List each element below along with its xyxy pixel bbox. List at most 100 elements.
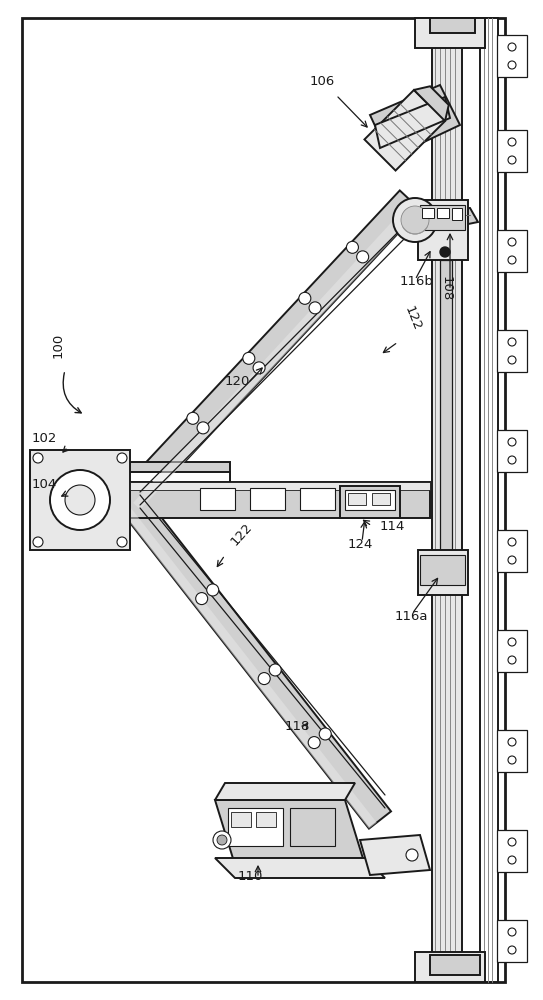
Circle shape <box>217 835 227 845</box>
Polygon shape <box>130 482 430 490</box>
Polygon shape <box>370 85 460 158</box>
Bar <box>340 486 400 518</box>
Bar <box>30 462 230 480</box>
Circle shape <box>508 756 516 764</box>
Bar <box>497 530 527 572</box>
Circle shape <box>33 537 43 547</box>
Circle shape <box>117 453 127 463</box>
Circle shape <box>508 538 516 546</box>
Bar <box>30 450 130 550</box>
Bar <box>497 920 527 962</box>
Circle shape <box>393 198 437 242</box>
Circle shape <box>508 946 516 954</box>
Circle shape <box>213 831 231 849</box>
Text: 102: 102 <box>32 432 58 445</box>
Circle shape <box>508 338 516 346</box>
Bar <box>415 18 485 48</box>
Bar <box>497 130 527 172</box>
Circle shape <box>308 737 320 749</box>
Polygon shape <box>215 783 355 800</box>
Circle shape <box>65 485 95 515</box>
Bar <box>420 555 465 585</box>
Circle shape <box>508 256 516 264</box>
Circle shape <box>357 251 369 263</box>
Text: 104: 104 <box>32 478 57 491</box>
Circle shape <box>508 928 516 936</box>
Bar <box>200 488 235 510</box>
Circle shape <box>33 453 43 463</box>
Bar <box>420 205 465 230</box>
Circle shape <box>508 638 516 646</box>
Text: 116b: 116b <box>400 275 434 288</box>
Circle shape <box>346 241 358 253</box>
Bar <box>440 260 452 555</box>
Bar <box>300 488 335 510</box>
Bar <box>497 230 527 272</box>
Bar <box>418 550 468 595</box>
Circle shape <box>299 292 311 304</box>
Text: 122: 122 <box>228 520 255 548</box>
Circle shape <box>508 238 516 246</box>
Polygon shape <box>119 503 377 829</box>
Bar <box>345 490 395 510</box>
Bar <box>497 730 527 772</box>
Circle shape <box>207 584 219 596</box>
Polygon shape <box>119 491 391 829</box>
Circle shape <box>508 456 516 464</box>
Bar <box>497 630 527 672</box>
Bar <box>30 472 230 490</box>
Polygon shape <box>360 835 430 875</box>
Circle shape <box>197 422 209 434</box>
Bar <box>497 430 527 472</box>
Circle shape <box>508 43 516 51</box>
Polygon shape <box>375 97 450 148</box>
Bar <box>480 18 498 982</box>
Bar <box>432 18 462 982</box>
Text: 106: 106 <box>310 75 335 88</box>
Text: 118: 118 <box>285 720 311 733</box>
Polygon shape <box>415 208 478 235</box>
Text: 122: 122 <box>402 304 424 333</box>
Circle shape <box>508 156 516 164</box>
Text: 100: 100 <box>52 333 65 358</box>
Circle shape <box>243 352 255 364</box>
Bar <box>497 330 527 372</box>
Circle shape <box>117 537 127 547</box>
Bar <box>290 808 335 846</box>
Circle shape <box>440 247 450 257</box>
Text: 120: 120 <box>225 375 250 388</box>
Bar <box>497 35 527 77</box>
Polygon shape <box>215 800 365 865</box>
Bar <box>415 952 485 982</box>
Polygon shape <box>130 482 430 518</box>
Bar <box>430 955 480 975</box>
Circle shape <box>406 849 418 861</box>
Bar <box>256 812 276 827</box>
Circle shape <box>508 556 516 564</box>
Circle shape <box>269 664 281 676</box>
Circle shape <box>508 138 516 146</box>
Bar <box>437 208 449 218</box>
Text: 124: 124 <box>348 538 374 551</box>
Circle shape <box>508 356 516 364</box>
Circle shape <box>253 362 265 374</box>
Circle shape <box>258 673 270 685</box>
Bar <box>418 200 468 260</box>
Bar <box>22 18 505 982</box>
Text: 114: 114 <box>380 520 406 533</box>
Polygon shape <box>364 90 445 171</box>
Text: 108: 108 <box>440 276 453 301</box>
Circle shape <box>508 738 516 746</box>
Polygon shape <box>215 858 385 878</box>
Circle shape <box>187 412 199 424</box>
Bar <box>452 208 462 220</box>
Circle shape <box>508 656 516 664</box>
Bar <box>430 18 475 33</box>
Circle shape <box>508 838 516 846</box>
Circle shape <box>319 728 331 740</box>
Text: 116a: 116a <box>395 610 428 623</box>
Circle shape <box>401 206 429 234</box>
Polygon shape <box>414 86 449 121</box>
Circle shape <box>508 856 516 864</box>
Bar <box>497 830 527 872</box>
